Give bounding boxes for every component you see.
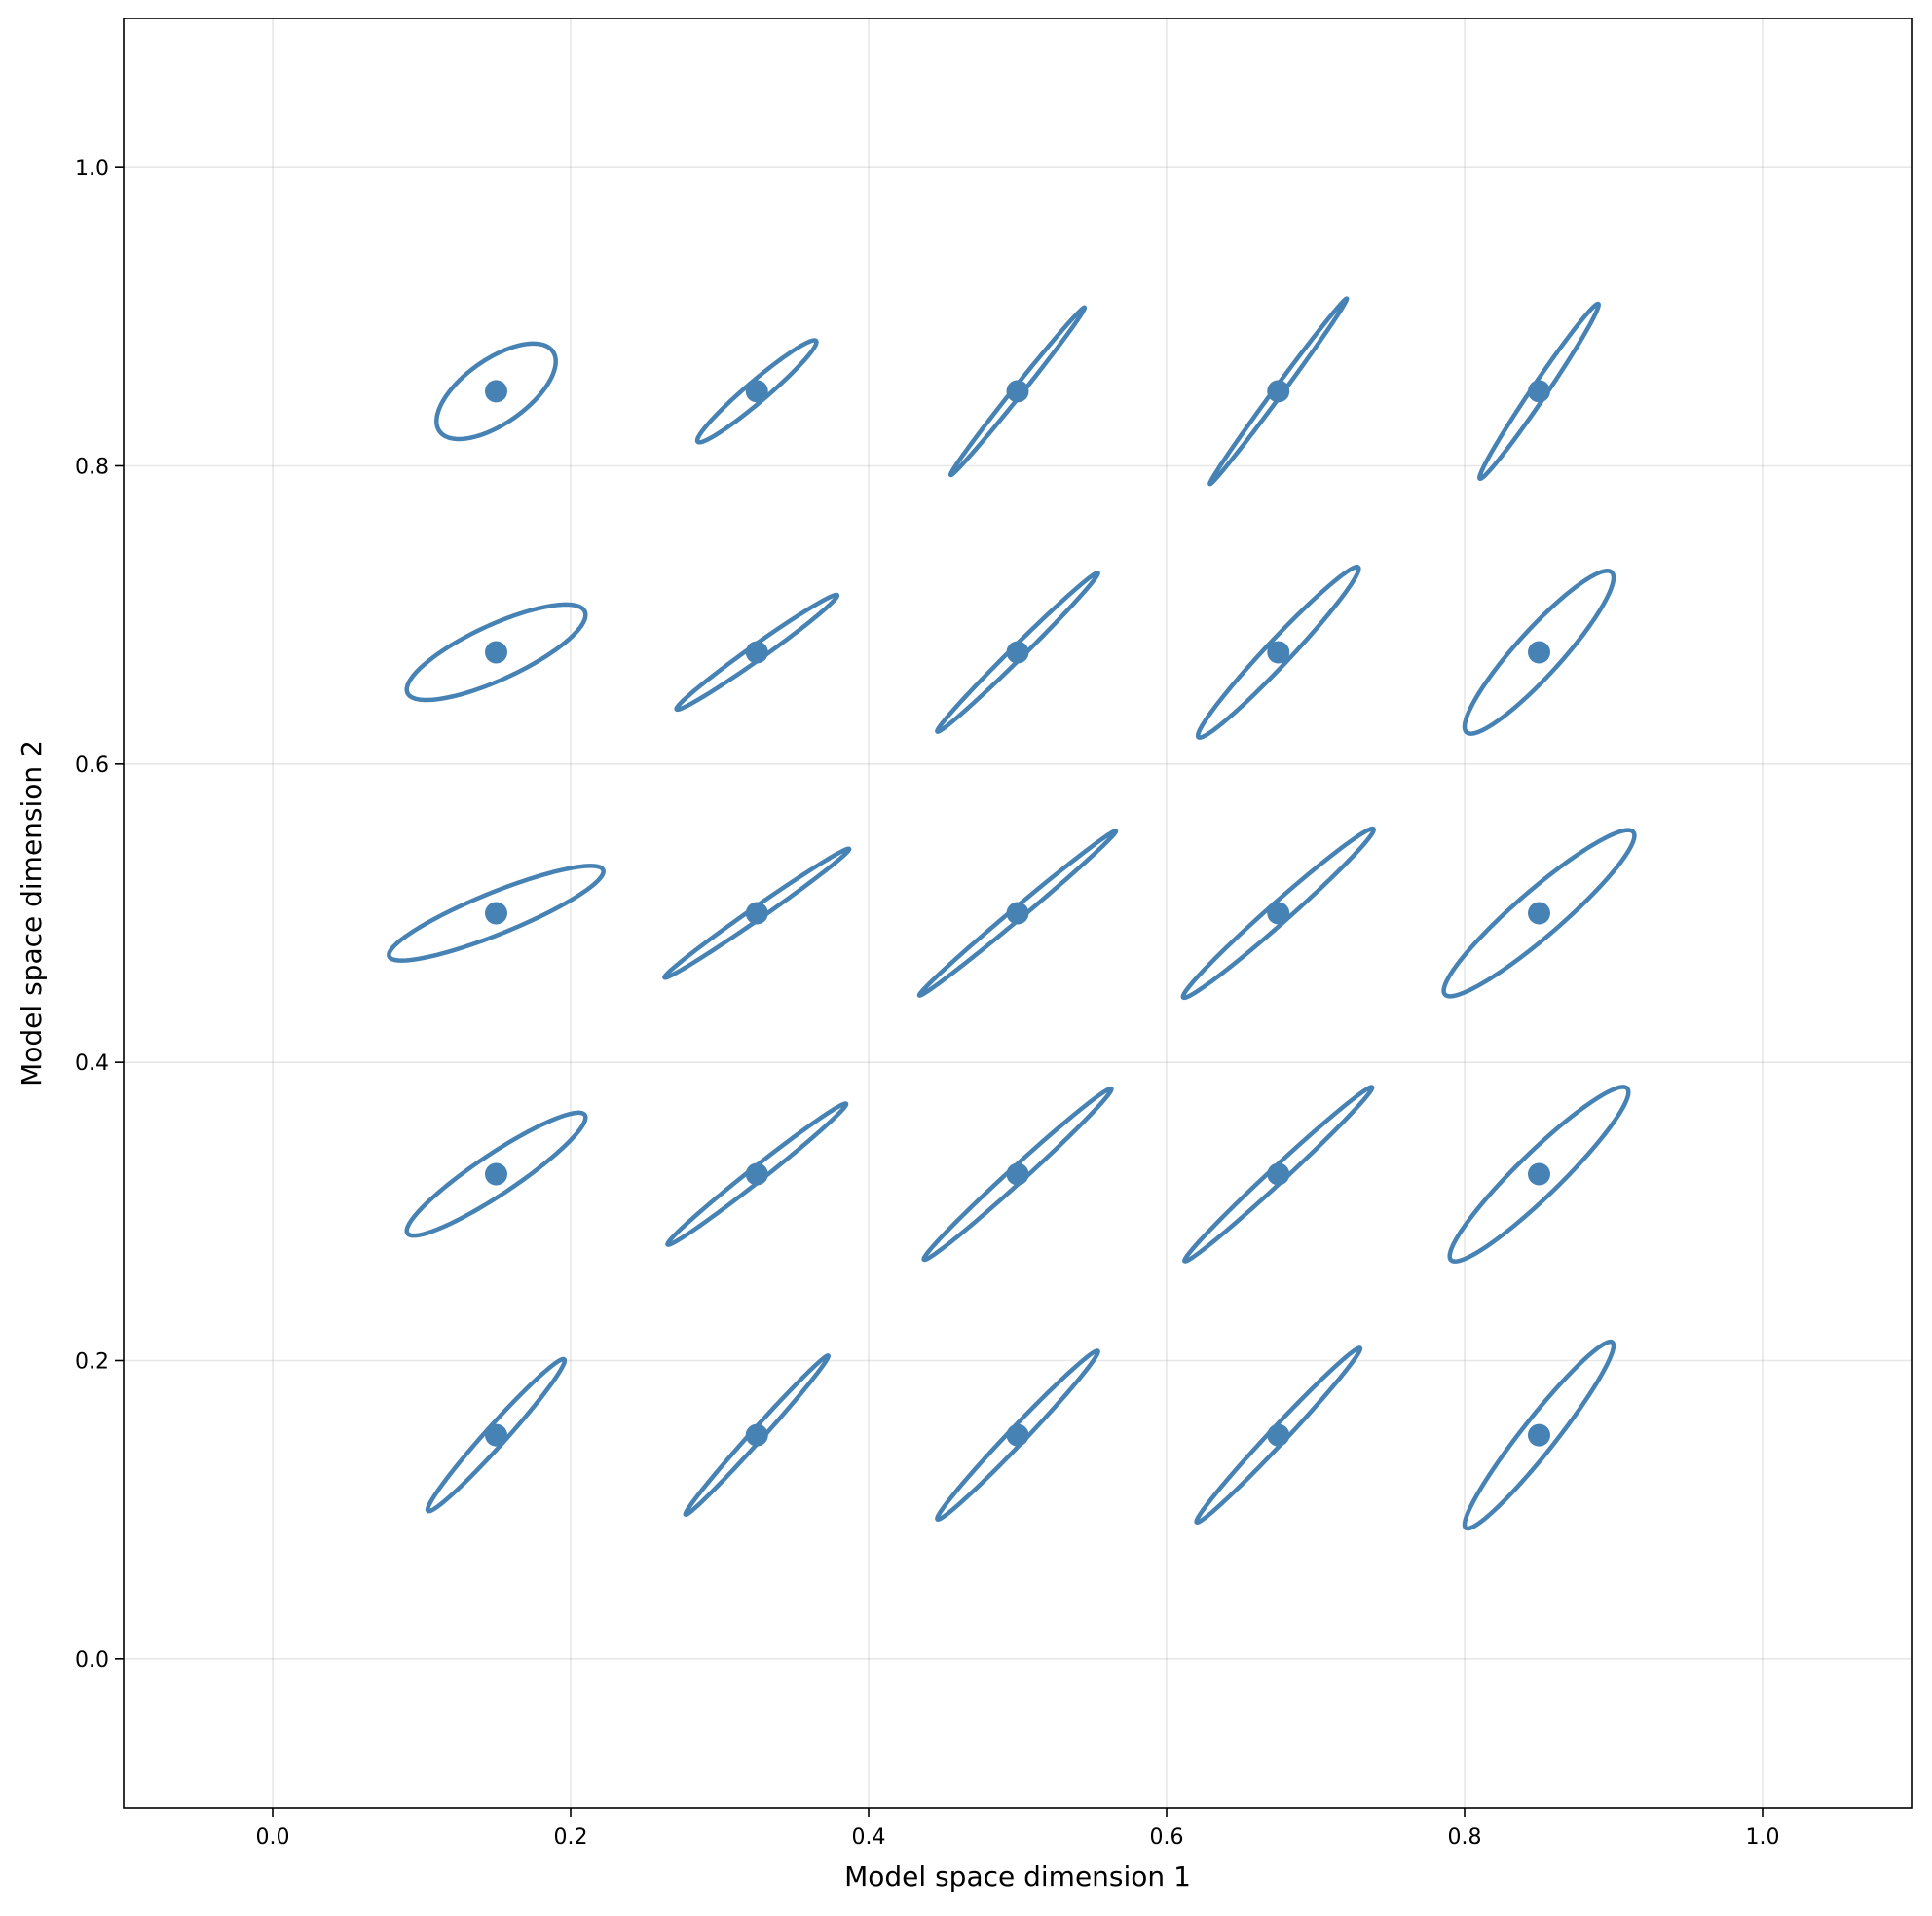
data-point — [1267, 1162, 1290, 1186]
x-axis-label: Model space dimension 1 — [844, 1861, 1191, 1893]
data-point — [1006, 641, 1029, 664]
grid — [124, 18, 1912, 1808]
x-tick-label: 0.0 — [256, 1825, 290, 1850]
y-axis-label: Model space dimension 2 — [16, 740, 48, 1087]
data-point — [1528, 641, 1550, 664]
data-point — [1267, 380, 1290, 403]
data-point — [1528, 902, 1550, 925]
covariance-ellipse — [662, 846, 852, 980]
covariance-ellipse — [404, 1110, 588, 1238]
covariance-ellipse — [683, 1353, 831, 1518]
covariance-ellipses — [387, 296, 1637, 1531]
data-point — [485, 641, 507, 664]
data-point — [745, 380, 768, 403]
y-tick-label: 0.4 — [75, 1051, 109, 1076]
covariance-ellipse — [387, 864, 606, 963]
axis-ticks: 0.0 0.2 0.4 0.6 0.8 1.0 0.0 0.2 0.4 0.6 0.8 1.0 — [75, 157, 1780, 1850]
data-point — [1006, 380, 1029, 403]
y-tick-label: 1.0 — [75, 157, 109, 181]
covariance-ellipse — [1208, 296, 1350, 487]
data-point — [485, 902, 507, 925]
data-point — [1528, 1423, 1550, 1447]
covariance-ellipse — [694, 338, 819, 445]
data-point — [1006, 1423, 1029, 1447]
covariance-ellipse — [1182, 1085, 1375, 1264]
data-point — [1006, 1162, 1029, 1186]
x-tick-label: 0.2 — [554, 1825, 588, 1850]
covariance-ellipse — [674, 592, 840, 713]
data-point — [745, 641, 768, 664]
covariance-ellipse — [1195, 564, 1361, 740]
data-point — [745, 1162, 768, 1186]
data-point — [485, 1162, 507, 1186]
y-tick-label: 0.0 — [75, 1648, 109, 1673]
data-point — [485, 380, 507, 403]
x-tick-label: 1.0 — [1746, 1825, 1780, 1850]
covariance-ellipse — [935, 1348, 1100, 1522]
covariance-ellipse — [1194, 1345, 1363, 1525]
covariance-ellipse — [1441, 828, 1637, 999]
data-point — [1267, 902, 1290, 925]
x-tick-label: 0.8 — [1448, 1825, 1482, 1850]
covariance-ellipse — [1180, 826, 1376, 1001]
plot-frame — [123, 18, 1913, 1809]
covariance-ellipse — [665, 1101, 849, 1247]
covariance-ellipse — [434, 341, 558, 442]
data-point — [1006, 902, 1029, 925]
data-points — [485, 380, 1550, 1447]
covariance-ellipse — [425, 1356, 568, 1514]
data-point — [745, 902, 768, 925]
data-point — [1267, 641, 1290, 664]
y-tick-label: 0.2 — [75, 1350, 109, 1375]
data-point — [1528, 380, 1550, 403]
x-tick-label: 0.6 — [1150, 1825, 1184, 1850]
data-point — [1267, 1423, 1290, 1447]
data-point — [1528, 1162, 1550, 1186]
covariance-ellipse — [1477, 301, 1601, 482]
covariance-ellipse — [1462, 1339, 1616, 1531]
covariance-ellipse — [1447, 1085, 1631, 1264]
data-point — [745, 1423, 768, 1447]
covariance-ellipse — [1462, 569, 1616, 736]
covariance-ellipse — [935, 571, 1100, 734]
data-point — [485, 1423, 507, 1447]
y-tick-label: 0.8 — [75, 456, 109, 480]
covariance-ellipse — [916, 829, 1119, 998]
y-tick-label: 0.6 — [75, 754, 109, 778]
covariance-ellipse — [921, 1086, 1114, 1263]
x-tick-label: 0.4 — [852, 1825, 886, 1850]
covariance-ellipse — [947, 305, 1088, 478]
covariance-ellipse — [404, 602, 588, 703]
